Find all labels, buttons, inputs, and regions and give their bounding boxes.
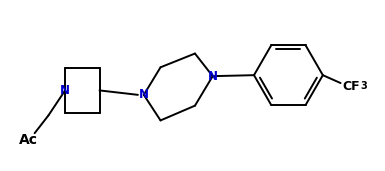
Text: Ac: Ac bbox=[19, 133, 38, 147]
Text: N: N bbox=[60, 84, 70, 97]
Text: CF: CF bbox=[343, 81, 360, 94]
Text: N: N bbox=[208, 70, 218, 83]
Text: 3: 3 bbox=[360, 81, 367, 91]
Text: N: N bbox=[139, 88, 149, 101]
